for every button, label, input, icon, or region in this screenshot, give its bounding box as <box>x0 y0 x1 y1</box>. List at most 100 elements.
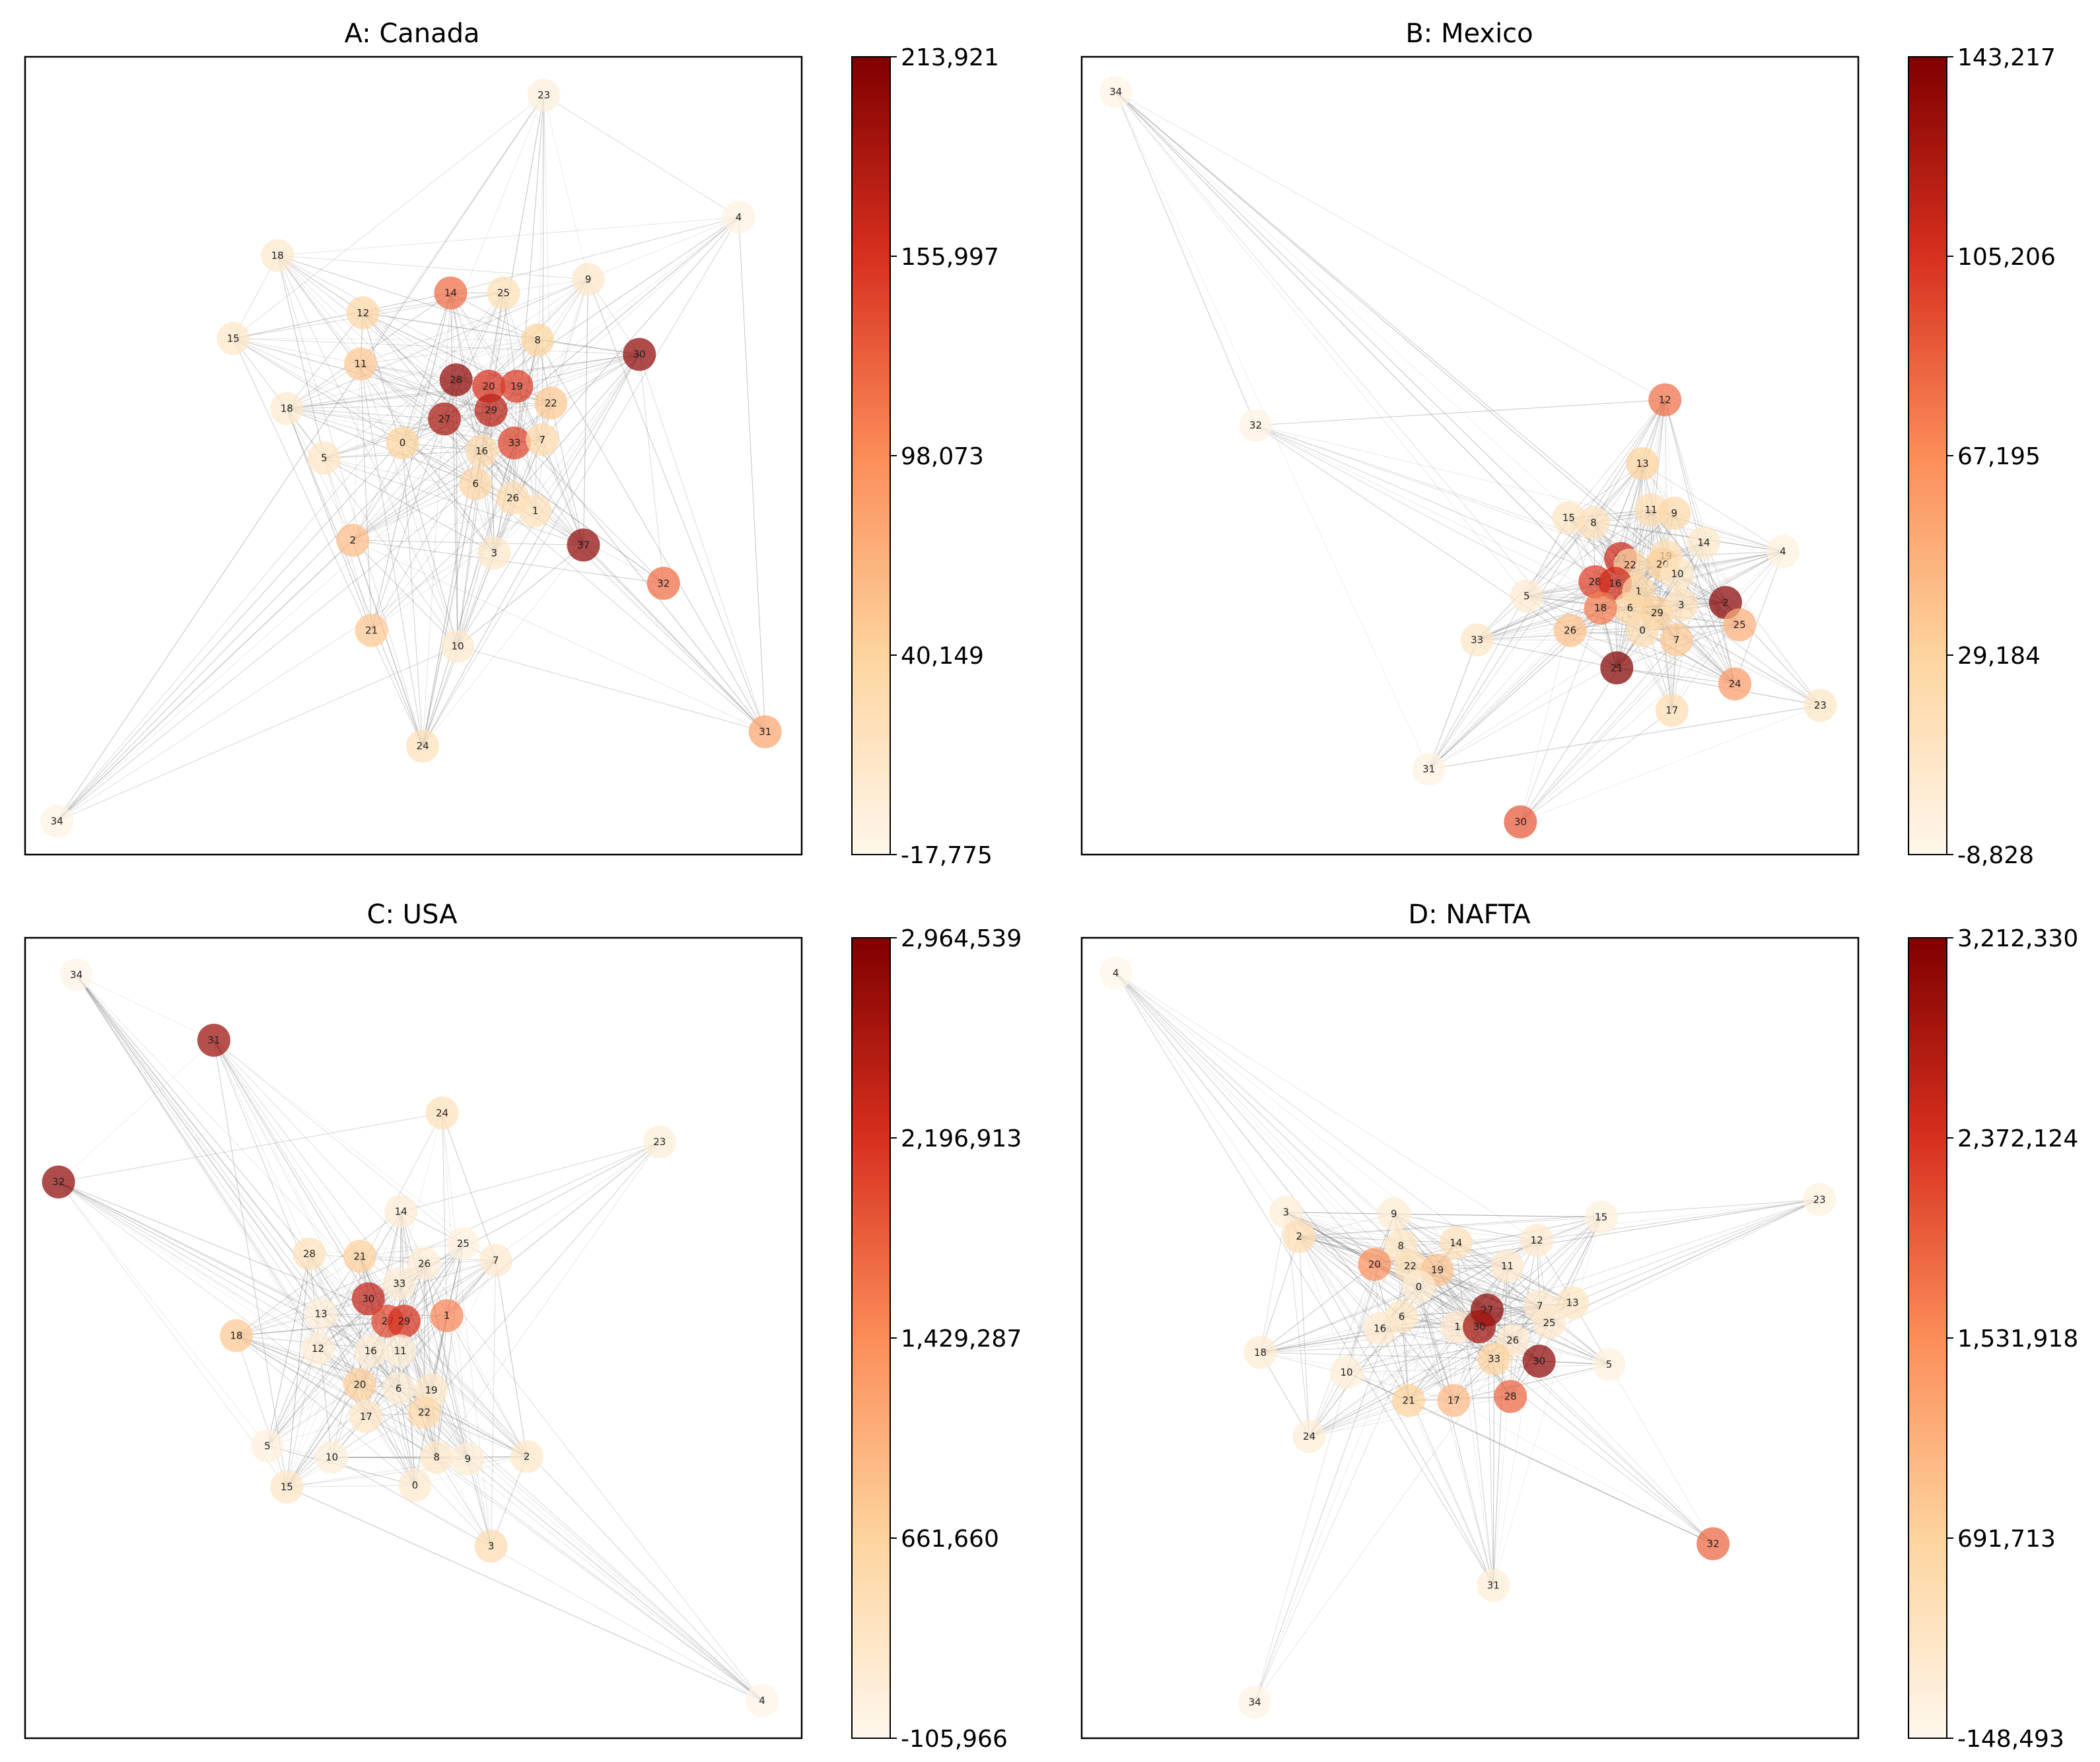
network-edge <box>324 418 445 459</box>
node-label: 4 <box>1113 967 1119 979</box>
network-edge <box>422 646 458 746</box>
network-node <box>1282 1220 1316 1253</box>
node-label: 25 <box>457 1238 470 1250</box>
network-node <box>425 1096 459 1130</box>
colorbar-tick-label: 143,217 <box>1957 44 2056 71</box>
network-node <box>1520 1224 1554 1257</box>
node-label: 30 <box>633 349 646 361</box>
node-label: 13 <box>315 1308 328 1320</box>
panel-c: C: USA 343132242314252821267333013127291… <box>24 899 1022 1753</box>
network-edge <box>308 1253 432 1391</box>
network-node <box>474 394 508 427</box>
network-edge <box>1617 667 1735 685</box>
node-label: 7 <box>1673 634 1680 646</box>
colorbar-gradient <box>851 56 891 855</box>
network-edge <box>422 354 640 746</box>
network-node <box>384 1195 418 1228</box>
network-node <box>1099 956 1133 990</box>
network-edge <box>287 1412 425 1487</box>
network-edge <box>56 540 353 822</box>
network-edge <box>1380 1328 1454 1401</box>
network-edge <box>1520 608 1601 822</box>
network-edge <box>332 1457 491 1547</box>
network-edge <box>1285 1212 1714 1544</box>
network-edge <box>1677 551 1784 575</box>
network-edge <box>1536 1240 1714 1544</box>
network-edge <box>352 386 489 541</box>
network-node <box>1402 1270 1436 1304</box>
network-edge <box>213 1040 400 1389</box>
network-edge <box>403 1141 660 1322</box>
node-label: 26 <box>1506 1335 1519 1347</box>
network-node <box>1243 1335 1277 1369</box>
node-label: 24 <box>417 740 429 752</box>
node-label: 25 <box>1543 1317 1555 1329</box>
network-node <box>1803 1183 1837 1216</box>
network-edge <box>424 1412 527 1457</box>
network-edge <box>402 402 551 444</box>
network-edge <box>1410 1199 1820 1267</box>
node-label: 6 <box>396 1382 402 1394</box>
node-label: 31 <box>1487 1580 1500 1592</box>
network-edge <box>213 1040 405 1322</box>
network-edge <box>400 1211 405 1322</box>
network-edge <box>56 293 504 822</box>
network-edge <box>324 458 423 746</box>
node-label: 16 <box>1609 577 1621 589</box>
network-node <box>1661 557 1694 590</box>
network-edge <box>450 293 489 387</box>
network-node <box>1494 1380 1527 1413</box>
network-edge <box>1477 639 1617 668</box>
network-edge <box>493 354 640 553</box>
node-label: 25 <box>497 287 510 299</box>
network-edge <box>1309 1399 1454 1437</box>
network-node <box>441 629 474 663</box>
network-edge <box>1115 972 1508 1267</box>
network-node <box>567 528 600 562</box>
node-label: 18 <box>230 1329 242 1341</box>
edges <box>56 94 766 822</box>
network-edge <box>363 293 504 314</box>
network-edge <box>583 544 766 732</box>
network-edge <box>436 1141 660 1458</box>
node-label: 30 <box>362 1293 374 1305</box>
network-node <box>293 1237 326 1271</box>
network-edge <box>414 1263 425 1486</box>
network-edge <box>287 408 543 440</box>
node-label: 28 <box>1589 576 1601 588</box>
network-edge <box>399 1283 432 1390</box>
colorbar-tick-label: -17,775 <box>901 842 993 869</box>
node-label: 32 <box>657 577 670 589</box>
network-edge <box>1681 551 1784 606</box>
network-node <box>1766 535 1800 568</box>
network-node <box>1377 1197 1411 1231</box>
node-label: 18 <box>1594 602 1607 614</box>
network-node <box>354 1334 388 1368</box>
node-label: 14 <box>1697 537 1710 549</box>
panel-d-frame <box>1080 936 1860 1740</box>
network-edge <box>213 1040 287 1487</box>
node-label: 16 <box>365 1345 377 1357</box>
network-edge <box>352 217 740 541</box>
network-edge <box>213 1040 367 1417</box>
network-edge <box>457 646 765 732</box>
panel-b-network: 3412321311915814427221920102816156182932… <box>1099 75 1837 839</box>
network-edge <box>1260 1264 1375 1353</box>
network-edge <box>1286 1212 1394 1215</box>
node-label: 22 <box>1624 559 1636 571</box>
network-edge <box>58 1181 268 1446</box>
network-node <box>428 402 461 436</box>
network-node <box>1477 1342 1511 1376</box>
network-node <box>355 614 388 647</box>
network-edge <box>1477 624 1740 641</box>
node-label: 33 <box>1471 634 1483 646</box>
node-label: 26 <box>507 492 519 504</box>
network-edge <box>360 363 664 584</box>
network-edge <box>1255 425 1663 565</box>
network-edge <box>1520 522 1594 822</box>
network-edge <box>286 1256 361 1487</box>
network-edge <box>267 1416 367 1447</box>
network-node <box>1803 689 1837 722</box>
network-edge <box>371 510 536 631</box>
